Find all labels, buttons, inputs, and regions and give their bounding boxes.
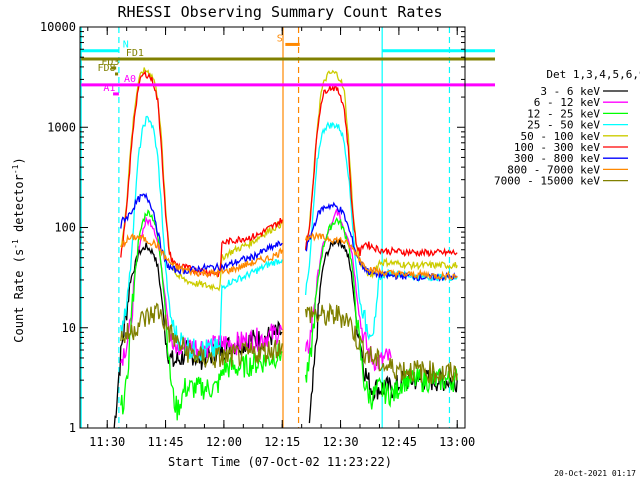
x-tick-label: 13:00 (439, 435, 475, 449)
y-tick-label: 1000 (47, 120, 76, 134)
legend-entry-label: 300 - 800 keV (514, 152, 600, 165)
legend-entry-label: 6 - 12 keV (534, 96, 601, 109)
timestamp-footer: 20-Oct-2021 01:17 (554, 469, 636, 478)
axes-layer: 1 10 100 1000 10000 11:30 11:45 12:00 12:15 12:30… (40, 20, 475, 449)
series-line (120, 67, 283, 292)
x-tick-label: 12:30 (322, 435, 358, 449)
series-line (120, 192, 283, 275)
y-axis-label: Count Rate (s-1 detector-1) (11, 157, 26, 342)
y-tick-label: 10 (62, 321, 76, 335)
x-tick-label: 12:45 (381, 435, 417, 449)
series-line (304, 69, 458, 280)
legend-entry-label: 50 - 100 keV (521, 130, 601, 143)
series-line (304, 83, 458, 258)
legend-entry-label: 7000 - 15000 keV (494, 175, 600, 188)
chart-title: RHESSI Observing Summary Count Rates (117, 3, 442, 21)
flag-label: A1 (103, 83, 115, 94)
legend-entry-label: 25 - 50 keV (527, 119, 600, 132)
series-line (120, 69, 283, 278)
flag-label: FD1 (126, 48, 144, 59)
x-tick-label: 12:00 (206, 435, 242, 449)
legend-title: Det 1,3,4,5,6,9 (546, 68, 640, 81)
x-axis-label: Start Time (07-Oct-02 11:23:22) (168, 455, 392, 469)
flag-label: FD8 (98, 63, 116, 74)
series-line (120, 209, 283, 421)
y-axis-label-exp1: -1 (11, 239, 20, 249)
x-tick-label: 12:15 (264, 435, 300, 449)
series-line (120, 302, 283, 369)
series-line (120, 215, 283, 366)
y-tick-label: 10000 (40, 20, 76, 34)
x-tick-label: 11:45 (147, 435, 183, 449)
y-axis-label-suffix: ) (12, 157, 26, 164)
y-axis-label-prefix: Count Rate (s (12, 249, 26, 343)
legend-entry-label: 12 - 25 keV (527, 107, 600, 120)
series-line (304, 302, 458, 385)
flag-label: S (277, 33, 283, 44)
legend-entry-label: 100 - 300 keV (514, 141, 600, 154)
legend-entry-label: 3 - 6 keV (540, 85, 600, 98)
y-tick-label: 100 (54, 221, 76, 235)
y-axis-label-mid: detector (12, 174, 26, 239)
legend-entry-label: 800 - 7000 keV (507, 163, 600, 176)
y-axis-label-exp2: -1 (11, 164, 20, 174)
flag-label: A0 (124, 74, 136, 85)
x-tick-label: 11:30 (89, 435, 125, 449)
flag-label: FD3 (101, 57, 119, 68)
series-line (304, 231, 458, 282)
y-tick-label: 1 (69, 421, 76, 435)
flag-label: N (123, 40, 129, 51)
series-line (120, 233, 283, 279)
